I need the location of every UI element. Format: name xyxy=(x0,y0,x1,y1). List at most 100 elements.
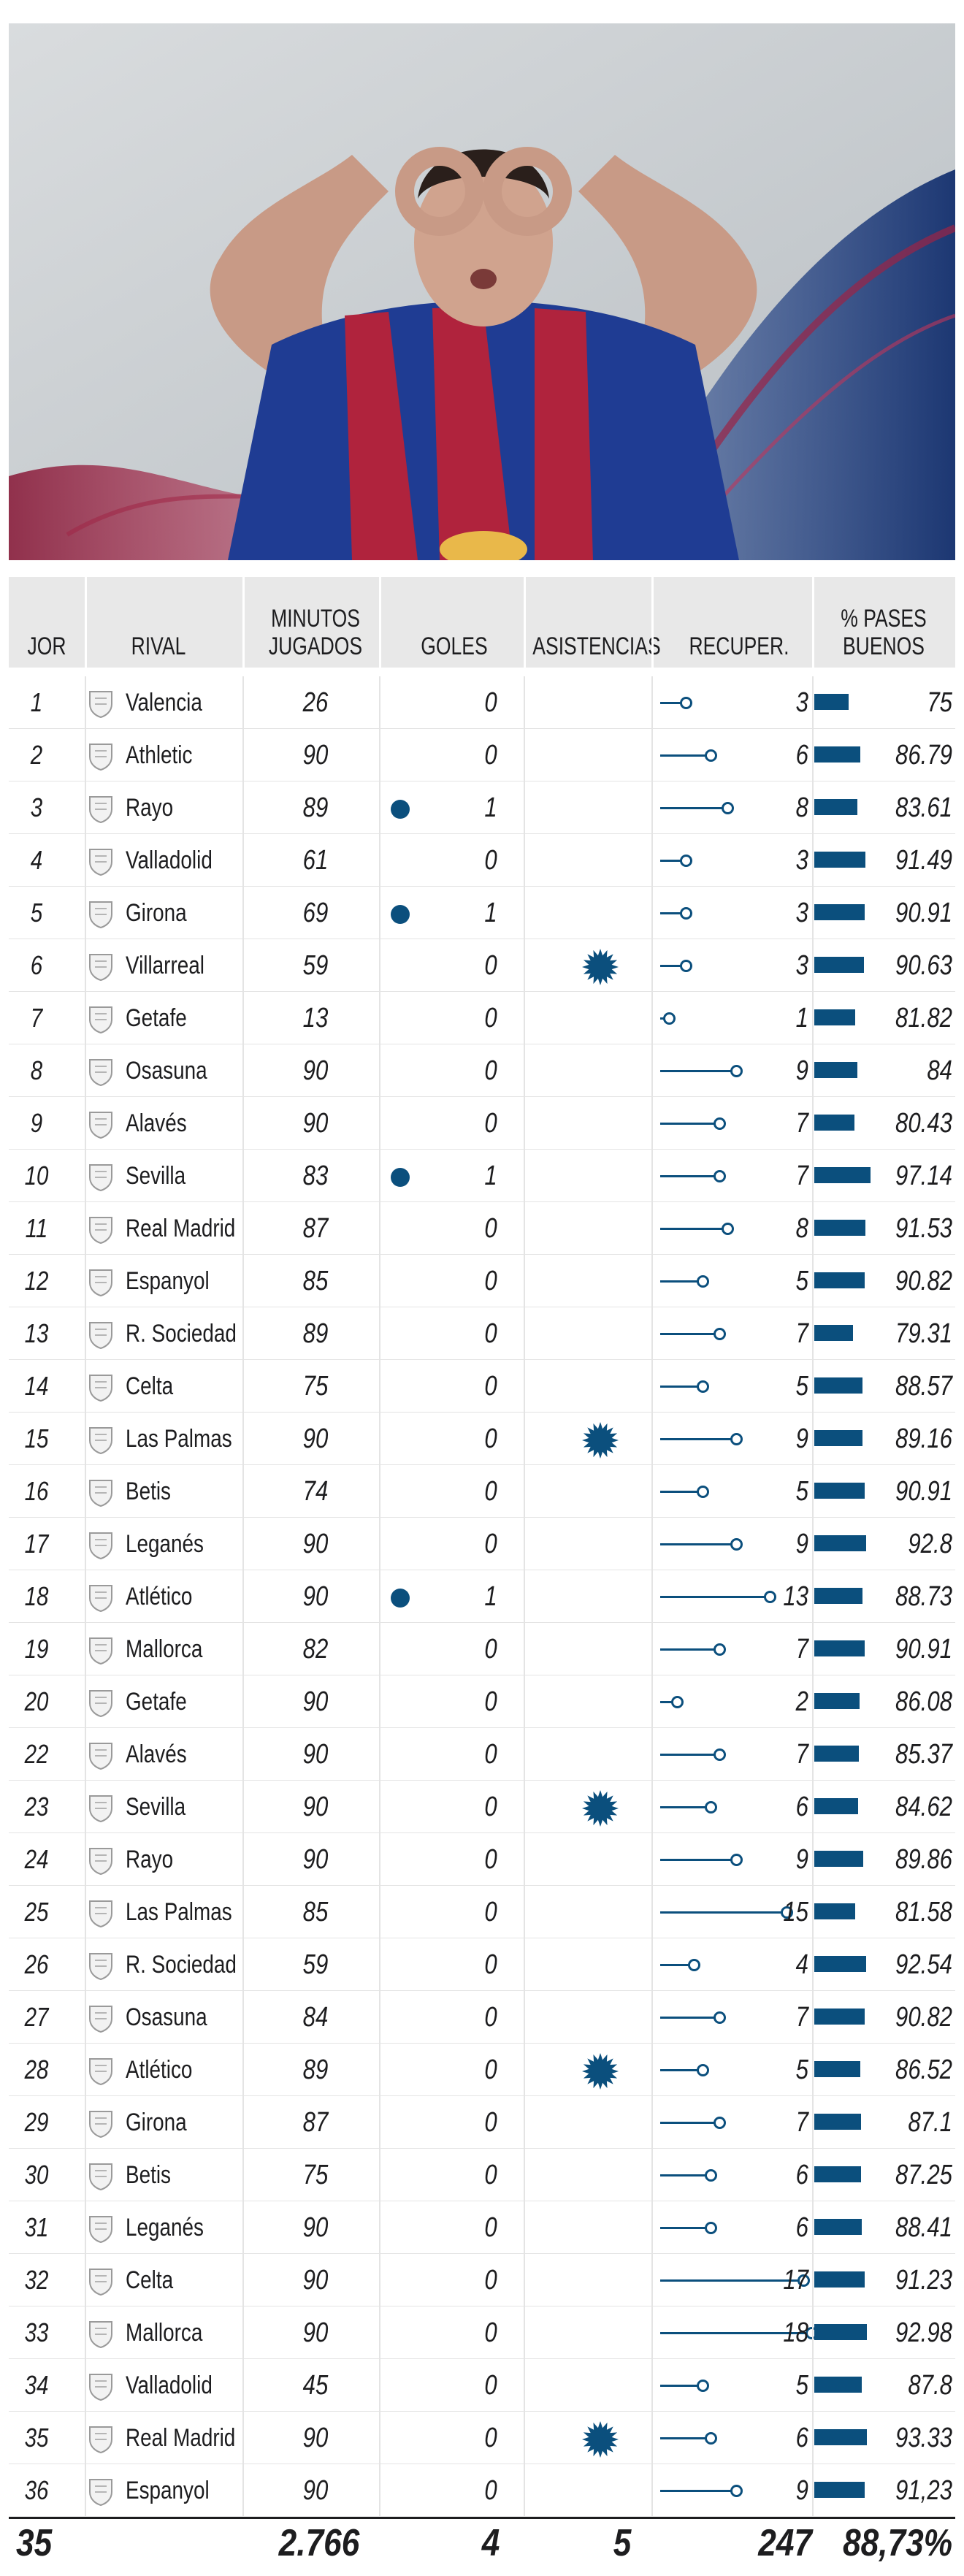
table-row: 6 Villarreal 59 0 3 90.63 xyxy=(9,939,955,992)
crest-icon xyxy=(89,1953,112,1981)
header-pases: % PASES BUENOS xyxy=(841,605,927,660)
recoveries-value: 3 xyxy=(795,687,808,718)
crest-icon xyxy=(89,849,112,876)
recoveries-value: 7 xyxy=(795,1634,808,1665)
row-divider xyxy=(9,1253,955,1255)
column-divider xyxy=(812,2412,814,2464)
column-divider xyxy=(379,1518,380,1570)
rival-name: Sevilla xyxy=(126,1162,186,1190)
column-divider xyxy=(651,2096,653,2149)
column-divider xyxy=(242,992,244,1044)
goals-value: 0 xyxy=(484,1213,497,1244)
rival-name: Valladolid xyxy=(126,2371,213,2399)
jornada-number: 8 xyxy=(30,1055,43,1085)
rival-name: R. Sociedad xyxy=(126,1951,237,1979)
column-divider xyxy=(379,1781,380,1833)
pass-accuracy-value: 91.53 xyxy=(895,1213,952,1244)
pass-accuracy-bar xyxy=(814,2324,867,2340)
player-photo-illustration xyxy=(9,23,955,560)
goal-marker-icon xyxy=(391,1168,410,1187)
column-divider xyxy=(524,1728,525,1781)
column-divider xyxy=(242,1938,244,1991)
column-divider xyxy=(651,1202,653,1255)
recoveries-value: 5 xyxy=(795,1476,808,1507)
minutes-played: 90 xyxy=(302,1739,329,1770)
column-divider xyxy=(651,1938,653,1991)
crest-icon xyxy=(89,1848,112,1876)
row-divider xyxy=(9,990,955,992)
row-divider xyxy=(9,2358,955,2359)
recoveries-marker xyxy=(679,960,692,972)
recoveries-stem xyxy=(660,2332,811,2334)
column-divider xyxy=(85,992,86,1044)
minutes-played: 90 xyxy=(302,1423,329,1454)
recoveries-marker xyxy=(730,1065,743,1077)
column-divider xyxy=(524,939,525,992)
pass-accuracy-bar xyxy=(814,1272,865,1288)
table-row: 30 Betis 75 0 6 87.25 xyxy=(9,2149,955,2201)
minutes-played: 59 xyxy=(302,950,329,981)
goals-value: 0 xyxy=(484,2002,497,2033)
column-divider xyxy=(651,2149,653,2201)
column-divider xyxy=(242,2044,244,2096)
column-divider xyxy=(812,1413,814,1465)
rival-name: Osasuna xyxy=(126,1057,207,1085)
crest-icon xyxy=(89,2216,112,2244)
jornada-number: 30 xyxy=(24,2160,49,2190)
recoveries-stem xyxy=(660,1175,719,1177)
rival-name: Mallorca xyxy=(126,2319,203,2347)
rival-name: Alavés xyxy=(126,1740,187,1768)
column-divider xyxy=(524,887,525,939)
recoveries-marker xyxy=(679,697,692,709)
recoveries-stem xyxy=(660,1491,703,1493)
header-asistencias: ASISTENCIAS xyxy=(532,632,661,660)
minutes-played: 26 xyxy=(302,687,329,718)
jornada-number: 10 xyxy=(24,1161,49,1190)
recoveries-marker xyxy=(722,802,734,814)
column-divider xyxy=(379,2149,380,2201)
goals-value: 0 xyxy=(484,1003,497,1033)
table-row: 23 Sevilla 90 0 6 84.62 xyxy=(9,1781,955,1833)
jornada-number: 19 xyxy=(24,1634,49,1664)
table-row: 15 Las Palmas 90 0 9 89.16 xyxy=(9,1413,955,1465)
recoveries-value: 9 xyxy=(795,1529,808,1559)
pass-accuracy-value: 91,23 xyxy=(895,2475,952,2506)
row-divider xyxy=(9,1306,955,1307)
goals-value: 0 xyxy=(484,1371,497,1402)
recoveries-value: 9 xyxy=(795,2475,808,2506)
column-divider xyxy=(651,1570,653,1623)
column-divider xyxy=(85,887,86,939)
column-divider xyxy=(812,2306,814,2359)
pass-accuracy-value: 80.43 xyxy=(895,1108,952,1139)
minutes-played: 90 xyxy=(302,1529,329,1559)
column-divider xyxy=(524,1886,525,1938)
recoveries-marker xyxy=(713,1748,726,1761)
column-divider xyxy=(379,834,380,887)
column-divider xyxy=(812,1307,814,1360)
table-row: 1 Valencia 26 0 3 75 xyxy=(9,676,955,729)
column-divider xyxy=(85,939,86,992)
pass-accuracy-value: 90.91 xyxy=(895,898,952,928)
recoveries-value: 3 xyxy=(795,898,808,928)
jornada-number: 23 xyxy=(24,1792,49,1822)
jornada-number: 22 xyxy=(24,1739,49,1769)
goals-value: 0 xyxy=(484,1266,497,1296)
column-divider xyxy=(524,1255,525,1307)
column-divider xyxy=(379,1413,380,1465)
crest-icon xyxy=(89,1585,112,1613)
recoveries-value: 18 xyxy=(783,2317,808,2348)
pass-accuracy-bar xyxy=(814,1115,854,1131)
column-divider xyxy=(524,1413,525,1465)
rival-name: Atlético xyxy=(126,1583,193,1610)
assist-starburst-icon xyxy=(582,2053,619,2090)
column-divider xyxy=(651,1097,653,1150)
goals-value: 0 xyxy=(484,2055,497,2085)
pass-accuracy-value: 88.73 xyxy=(895,1581,952,1612)
table-row: 36 Espanyol 90 0 9 91,23 xyxy=(9,2464,955,2517)
jornada-number: 29 xyxy=(24,2107,49,2137)
rival-name: Getafe xyxy=(126,1688,187,1716)
goal-marker-icon xyxy=(391,800,410,819)
crest-icon xyxy=(89,1164,112,1192)
rival-name: Leganés xyxy=(126,2214,204,2241)
table-row: 18 Atlético 90 1 13 88.73 xyxy=(9,1570,955,1623)
